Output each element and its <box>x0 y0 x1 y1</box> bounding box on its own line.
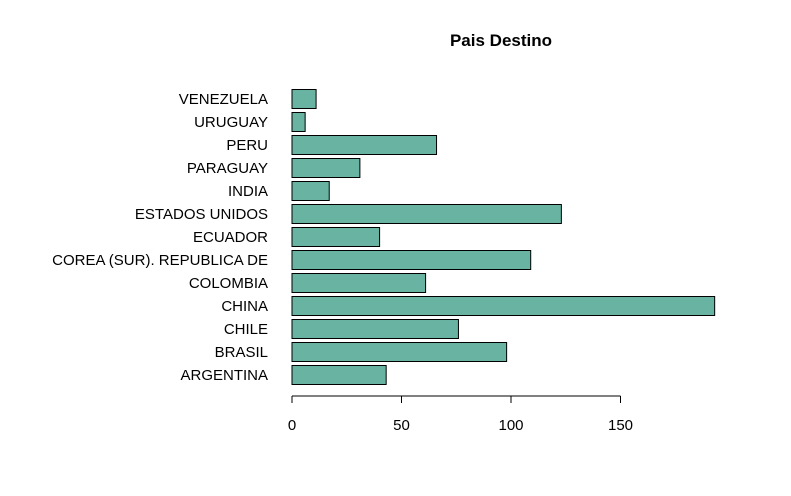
bar-venezuela <box>291 89 317 109</box>
bar-peru <box>291 135 438 155</box>
bar-brasil <box>291 342 508 362</box>
bar-india <box>291 181 330 201</box>
category-label-corea-sur-republica-de: COREA (SUR). REPUBLICA DE <box>52 252 268 269</box>
bar-estados-unidos <box>291 204 562 224</box>
x-tick-label-100: 100 <box>498 417 523 434</box>
chart-title: Pais Destino <box>450 31 552 50</box>
category-label-india: INDIA <box>228 183 268 200</box>
category-label-china: CHINA <box>221 298 268 315</box>
bar-uruguay <box>291 112 306 132</box>
x-axis: 0 50 100 150 <box>288 395 633 434</box>
bar-colombia <box>291 273 427 293</box>
x-tick-label-150: 150 <box>608 417 633 434</box>
category-label-ecuador: ECUADOR <box>193 229 268 246</box>
x-tick-label-0: 0 <box>288 417 296 434</box>
bar-ecuador <box>291 227 381 247</box>
bar-china <box>291 296 716 316</box>
bar-argentina <box>291 365 387 385</box>
category-label-paraguay: PARAGUAY <box>187 160 268 177</box>
x-tick-label-50: 50 <box>393 417 410 434</box>
category-label-peru: PERU <box>226 137 268 154</box>
category-label-brasil: BRASIL <box>215 344 268 361</box>
bars-group <box>291 89 716 385</box>
category-label-venezuela: VENEZUELA <box>179 91 268 108</box>
category-label-colombia: COLOMBIA <box>189 275 268 292</box>
category-labels-group: ARGENTINA BRASIL CHILE CHINA COLOMBIA COREA (… <box>52 91 268 384</box>
bar-paraguay <box>291 158 361 178</box>
category-label-estados-unidos: ESTADOS UNIDOS <box>135 206 268 223</box>
category-label-argentina: ARGENTINA <box>180 367 268 384</box>
category-label-chile: CHILE <box>224 321 268 338</box>
category-label-uruguay: URUGUAY <box>194 114 268 131</box>
bar-chile <box>291 319 459 339</box>
bar-corea-sur-republica-de <box>291 250 532 270</box>
